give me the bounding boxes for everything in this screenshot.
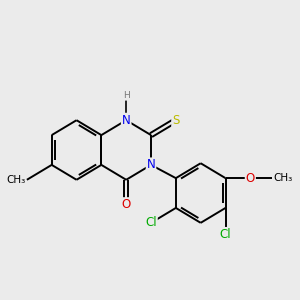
Text: N: N	[147, 158, 155, 171]
Text: S: S	[172, 114, 179, 127]
Text: O: O	[122, 198, 131, 211]
Text: H: H	[123, 91, 130, 100]
Text: Cl: Cl	[145, 216, 157, 229]
Text: CH₃: CH₃	[6, 175, 25, 185]
Text: N: N	[122, 114, 130, 127]
Text: O: O	[246, 172, 255, 184]
Text: Cl: Cl	[220, 228, 231, 241]
Text: CH₃: CH₃	[274, 173, 293, 183]
